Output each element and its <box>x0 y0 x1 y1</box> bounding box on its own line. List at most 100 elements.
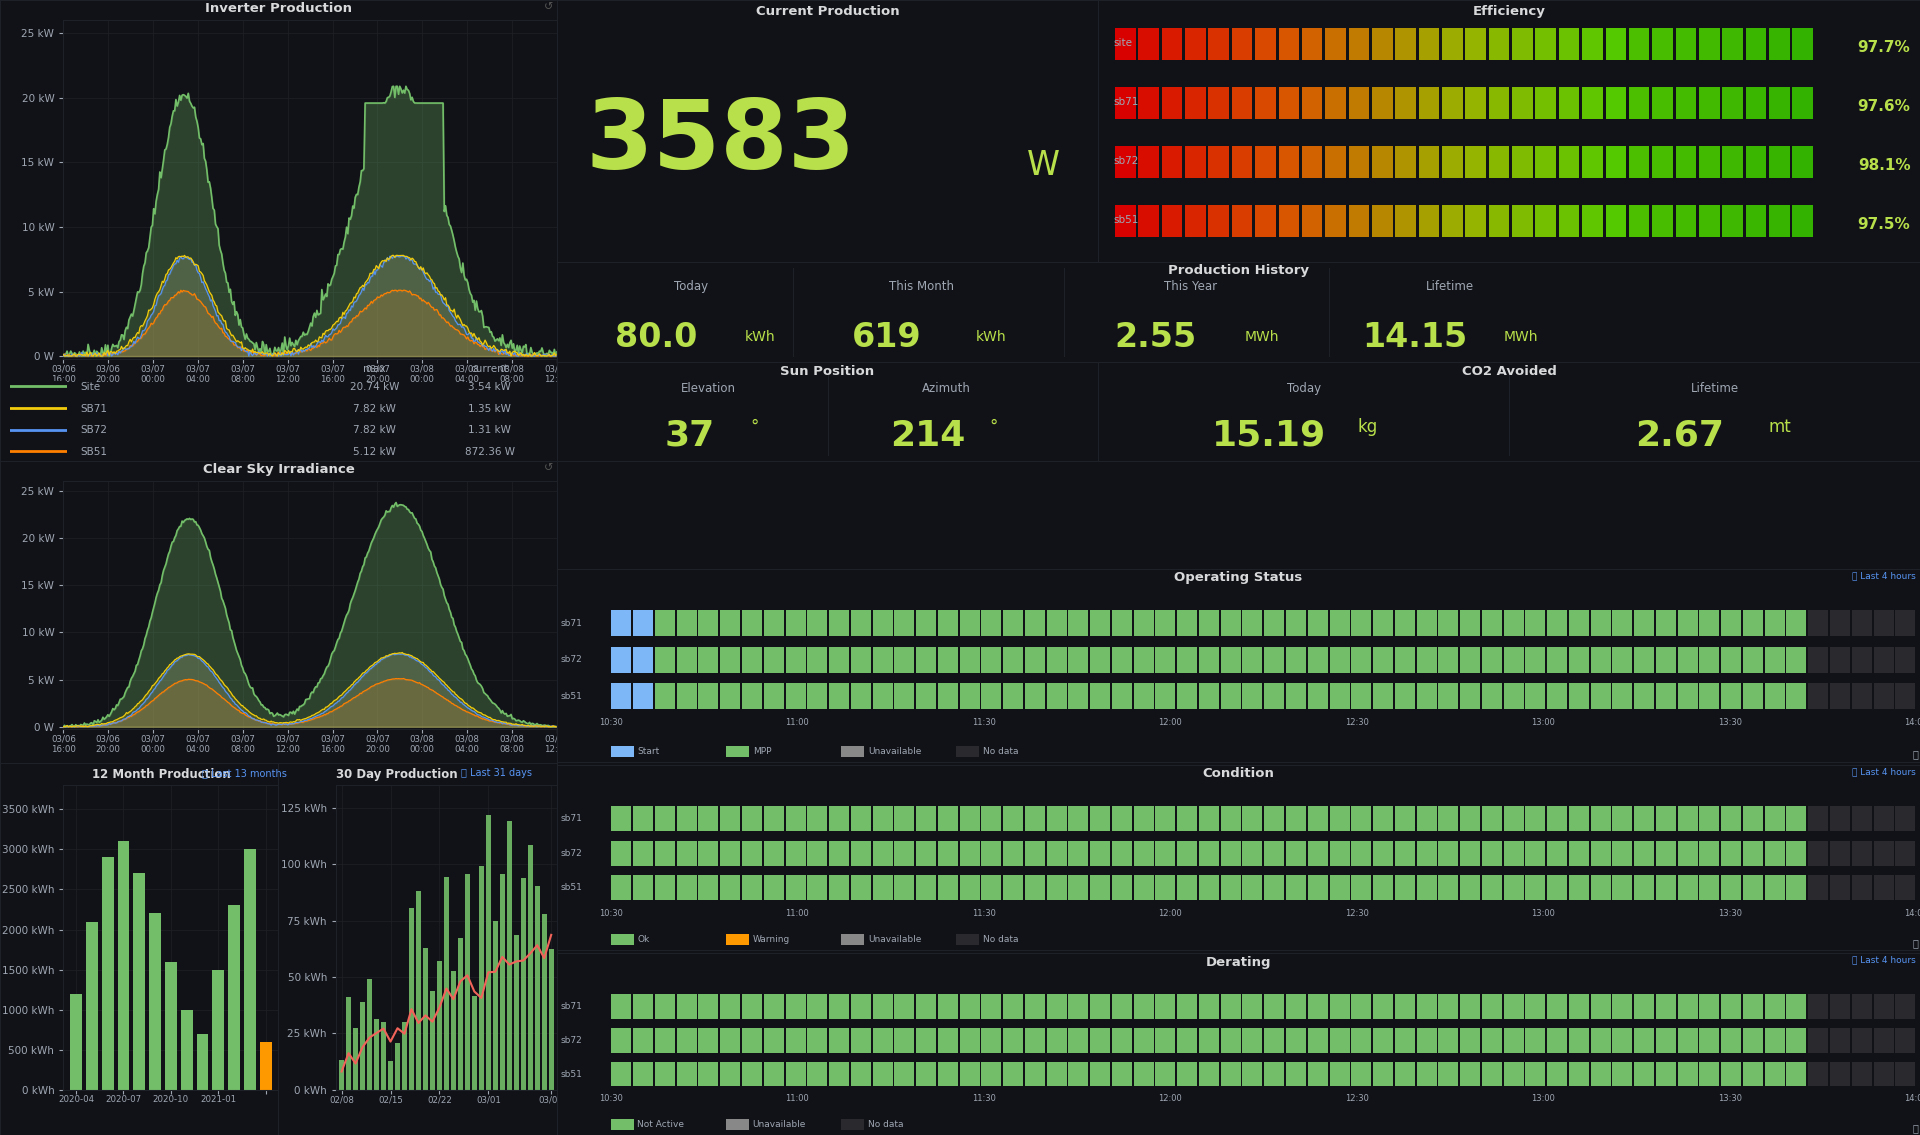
Text: 2.67: 2.67 <box>1636 419 1724 453</box>
Text: Start: Start <box>637 747 660 756</box>
Text: 15.19: 15.19 <box>1212 419 1327 453</box>
Text: Site: Site <box>81 382 100 392</box>
Text: site: site <box>1114 39 1133 48</box>
Text: 11:30: 11:30 <box>972 1094 996 1103</box>
Bar <box>213 969 225 1090</box>
Text: 214: 214 <box>889 419 966 453</box>
Text: 10:30: 10:30 <box>599 718 622 728</box>
Text: 12:00: 12:00 <box>1158 1094 1183 1103</box>
Text: °: ° <box>989 418 996 436</box>
Text: 14:00: 14:00 <box>1905 718 1920 728</box>
Text: 13:00: 13:00 <box>1530 718 1555 728</box>
Text: MWh: MWh <box>1244 330 1279 344</box>
Text: ⧗ Last 4 hours: ⧗ Last 4 hours <box>1853 767 1916 776</box>
Text: 10:30: 10:30 <box>599 908 622 917</box>
Text: 12 Month Production: 12 Month Production <box>92 768 230 781</box>
Text: sb71: sb71 <box>561 1002 582 1011</box>
Text: 13:30: 13:30 <box>1718 718 1741 728</box>
Text: Unavailable: Unavailable <box>868 747 922 756</box>
Text: ↺: ↺ <box>543 2 553 12</box>
Text: 11:00: 11:00 <box>785 718 808 728</box>
Bar <box>259 1042 271 1090</box>
Bar <box>196 1034 209 1090</box>
Text: current: current <box>470 364 509 375</box>
Bar <box>422 948 428 1090</box>
Text: 12:00: 12:00 <box>1158 908 1183 917</box>
Bar <box>102 857 113 1090</box>
Text: 13:00: 13:00 <box>1530 1094 1555 1103</box>
Bar <box>353 1027 359 1090</box>
Text: 10:30: 10:30 <box>599 1094 622 1103</box>
Text: kWh: kWh <box>975 330 1006 344</box>
Text: Azimuth: Azimuth <box>922 382 972 395</box>
Text: sb51: sb51 <box>561 1069 582 1078</box>
Text: Not Active: Not Active <box>637 1120 684 1129</box>
Text: 14:00: 14:00 <box>1905 1094 1920 1103</box>
Text: ⧗ Last 4 hours: ⧗ Last 4 hours <box>1853 956 1916 965</box>
Bar <box>346 997 351 1090</box>
Text: Unavailable: Unavailable <box>753 1120 806 1129</box>
Bar <box>493 920 497 1090</box>
Text: Lifetime: Lifetime <box>1690 382 1740 395</box>
Bar <box>228 906 240 1090</box>
Text: Current Production: Current Production <box>756 5 899 17</box>
Bar <box>396 1043 399 1090</box>
Text: W: W <box>1027 149 1060 182</box>
Bar <box>507 822 513 1090</box>
Bar <box>367 978 372 1090</box>
Text: 11:00: 11:00 <box>785 908 808 917</box>
Text: 619: 619 <box>852 320 922 354</box>
Bar <box>472 997 476 1090</box>
Text: Derating: Derating <box>1206 956 1271 968</box>
Text: sb72: sb72 <box>561 655 582 664</box>
Text: SB51: SB51 <box>81 447 108 456</box>
Text: MPP: MPP <box>753 747 772 756</box>
Text: This Month: This Month <box>889 280 954 293</box>
Text: sb51: sb51 <box>561 883 582 892</box>
Text: CO2 Avoided: CO2 Avoided <box>1461 365 1557 378</box>
Bar <box>457 939 463 1090</box>
Bar <box>340 1060 344 1090</box>
Text: 97.5%: 97.5% <box>1859 217 1910 233</box>
Bar <box>401 1022 407 1090</box>
Bar <box>417 891 420 1090</box>
Bar <box>486 815 492 1090</box>
Text: MWh: MWh <box>1503 330 1538 344</box>
Bar <box>444 876 449 1090</box>
Text: 7.82 kW: 7.82 kW <box>353 426 396 435</box>
Bar <box>165 961 177 1090</box>
Text: Condition: Condition <box>1202 767 1275 780</box>
Text: 3.54 kW: 3.54 kW <box>468 382 511 392</box>
Text: Efficiency: Efficiency <box>1473 5 1546 17</box>
Text: sb72: sb72 <box>561 1036 582 1045</box>
Text: This Year: This Year <box>1164 280 1217 293</box>
Text: sb71: sb71 <box>1114 98 1139 107</box>
Bar <box>465 874 470 1090</box>
Text: Operating Status: Operating Status <box>1175 571 1302 583</box>
Text: Sun Position: Sun Position <box>780 365 876 378</box>
Bar <box>478 866 484 1090</box>
Text: Warning: Warning <box>753 935 789 944</box>
Bar <box>541 914 547 1090</box>
Bar <box>132 874 146 1090</box>
Bar <box>451 970 457 1090</box>
Text: mt: mt <box>1768 418 1791 436</box>
Text: kWh: kWh <box>745 330 776 344</box>
Text: 12:00: 12:00 <box>1158 718 1183 728</box>
Bar <box>380 1022 386 1090</box>
Bar <box>499 874 505 1090</box>
Text: Elevation: Elevation <box>682 382 735 395</box>
Text: 12:30: 12:30 <box>1344 718 1369 728</box>
Text: sb72: sb72 <box>561 849 582 858</box>
Text: No data: No data <box>983 935 1018 944</box>
Text: Production History: Production History <box>1167 264 1309 277</box>
Text: kg: kg <box>1357 418 1379 436</box>
Text: No data: No data <box>983 747 1018 756</box>
Text: 13:00: 13:00 <box>1530 908 1555 917</box>
Bar <box>409 908 415 1090</box>
Text: Unavailable: Unavailable <box>868 935 922 944</box>
Text: No data: No data <box>868 1120 902 1129</box>
Text: 13:30: 13:30 <box>1718 908 1741 917</box>
Bar <box>388 1060 394 1090</box>
Bar <box>86 922 98 1090</box>
